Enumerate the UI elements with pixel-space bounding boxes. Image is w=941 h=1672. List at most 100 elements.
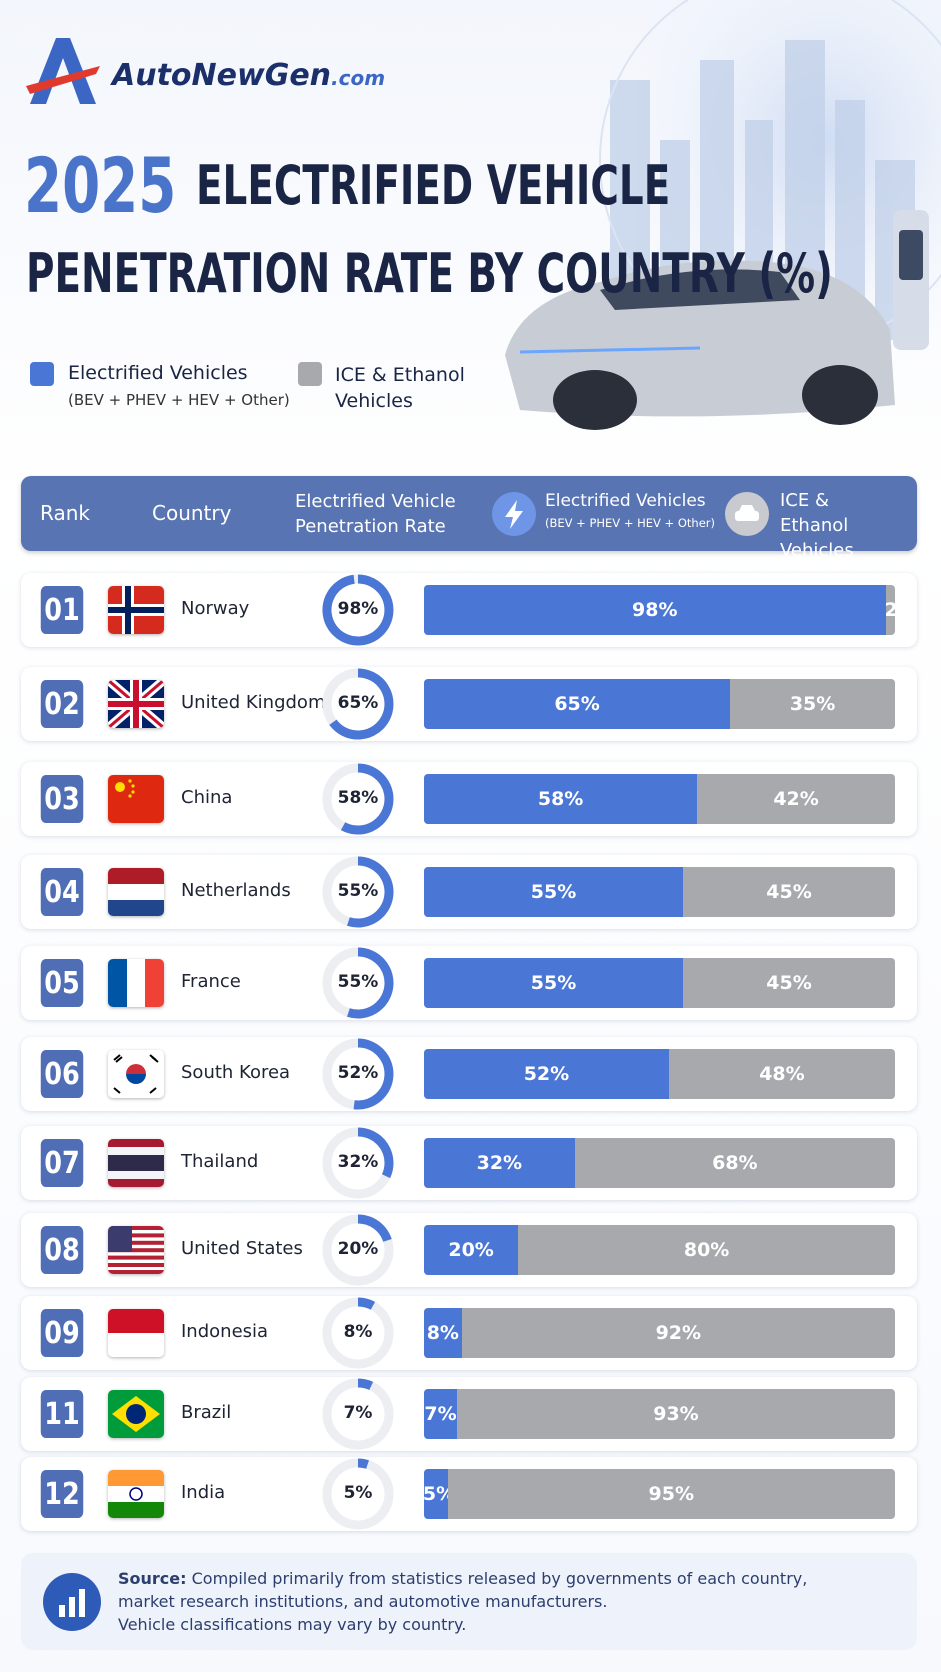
bar-label: 98% [632, 599, 678, 621]
bar-track: 55% 45% [424, 867, 895, 917]
rank: 12 [40, 1470, 84, 1518]
donut [322, 1038, 394, 1110]
bar-label: 45% [766, 972, 812, 994]
logo-text: AutoNewGen.com [112, 58, 385, 93]
bar-label: 80% [683, 1239, 730, 1261]
country: South Korea [181, 1062, 291, 1083]
source-box: Source: Compiled primarily from statisti… [21, 1553, 917, 1650]
bar-label: 58% [537, 788, 584, 810]
bar-segment [668, 1049, 895, 1099]
logo-icon [26, 38, 100, 104]
bar-segment [447, 1469, 895, 1519]
source-label: Source: [118, 1569, 187, 1588]
donut-arc [322, 574, 394, 646]
bar-segment [461, 1308, 895, 1358]
donut-arc [357, 1458, 369, 1469]
source-line: Compiled primarily from statistics relea… [191, 1569, 808, 1588]
bar-label: 52% [523, 1063, 570, 1085]
rank: 03 [40, 775, 84, 823]
donut [322, 1127, 394, 1199]
column-legend: ICE & Ethanol Vehicles [780, 490, 854, 561]
bar-track: 20% 80% [424, 1225, 895, 1275]
donut [322, 574, 394, 646]
column-header: Rank [40, 501, 90, 525]
bar-label: 8% [426, 1322, 459, 1344]
legend-swatch [30, 362, 54, 386]
bar-segment [424, 679, 731, 729]
country: Netherlands [181, 880, 291, 901]
bar-segment [424, 867, 684, 917]
donut [322, 856, 394, 928]
donut [322, 1214, 394, 1286]
rank: 11 [40, 1390, 84, 1438]
bar-track: 55% 45% [424, 958, 895, 1008]
donut-arc [357, 1378, 374, 1391]
flag [108, 868, 164, 916]
country: Norway [181, 598, 250, 619]
donut-label: 98% [337, 599, 379, 619]
flag [108, 1390, 164, 1438]
country: China [181, 787, 233, 808]
donut-label: 58% [337, 788, 379, 808]
bar-segment [697, 774, 895, 824]
rank: 09 [40, 1309, 84, 1357]
source-line: market research institutions, and automo… [118, 1592, 608, 1611]
car [505, 260, 895, 430]
bar-label: 2% [884, 599, 895, 621]
flag [108, 1226, 164, 1274]
bar-label: 20% [448, 1239, 494, 1261]
bar-track: 65% 35% [424, 679, 895, 729]
country: France [181, 971, 241, 992]
bar-label: 92% [655, 1322, 702, 1344]
bar-segment [424, 1389, 457, 1439]
column-header: Electrified Vehicle Penetration Rate [295, 491, 456, 537]
bar-label: 32% [476, 1152, 523, 1174]
logo-brand: AutoNewGen [112, 58, 332, 93]
rank: 02 [40, 680, 84, 728]
donut-label: 55% [337, 881, 379, 901]
rank: 04 [40, 868, 84, 916]
bar-label: 55% [530, 881, 577, 903]
country: United States [181, 1238, 303, 1259]
flag [108, 1050, 164, 1098]
rank: 06 [40, 1050, 84, 1098]
bar-label: 68% [712, 1152, 758, 1174]
flag [108, 1470, 164, 1518]
ice-icon [725, 492, 769, 536]
donut-arc [340, 763, 394, 835]
rank: 07 [40, 1139, 84, 1187]
flag [108, 959, 164, 1007]
bar-segment [730, 679, 895, 729]
bar-segment [683, 958, 895, 1008]
donut-arc [357, 1214, 392, 1243]
bar-track: 8% 92% [424, 1308, 895, 1358]
country: India [181, 1482, 226, 1503]
bar-label: 95% [648, 1483, 694, 1505]
flag [108, 775, 164, 823]
donut [322, 1378, 394, 1450]
bar-segment [574, 1138, 895, 1188]
source-text: Source: Compiled primarily from statisti… [118, 1567, 807, 1636]
bar-label: 7% [424, 1403, 457, 1425]
table-header: Rank Country Electrified Vehicle Penetra… [21, 476, 917, 561]
donut-arc [357, 1127, 394, 1179]
bar-label: 5% [424, 1483, 456, 1505]
flag [108, 1139, 164, 1187]
country: Brazil [181, 1402, 232, 1423]
bar-segment [683, 867, 895, 917]
title: ELECTRIFIED VEHICLE [196, 153, 671, 217]
donut-arc [353, 1038, 394, 1110]
legend-label: ICE & Ethanol Vehicles [335, 364, 465, 412]
donut-label: 55% [337, 972, 379, 992]
donut [322, 1458, 394, 1530]
donut-label: 5% [343, 1483, 373, 1503]
bar-label: 48% [759, 1063, 805, 1085]
donut [322, 1297, 394, 1369]
country: Thailand [181, 1151, 259, 1172]
donut-label: 7% [343, 1403, 373, 1423]
bar-track: 32% 68% [424, 1138, 895, 1188]
legend-swatch [298, 362, 322, 386]
source-line: Vehicle classifications may vary by coun… [118, 1615, 467, 1634]
bar-segment [424, 1138, 575, 1188]
